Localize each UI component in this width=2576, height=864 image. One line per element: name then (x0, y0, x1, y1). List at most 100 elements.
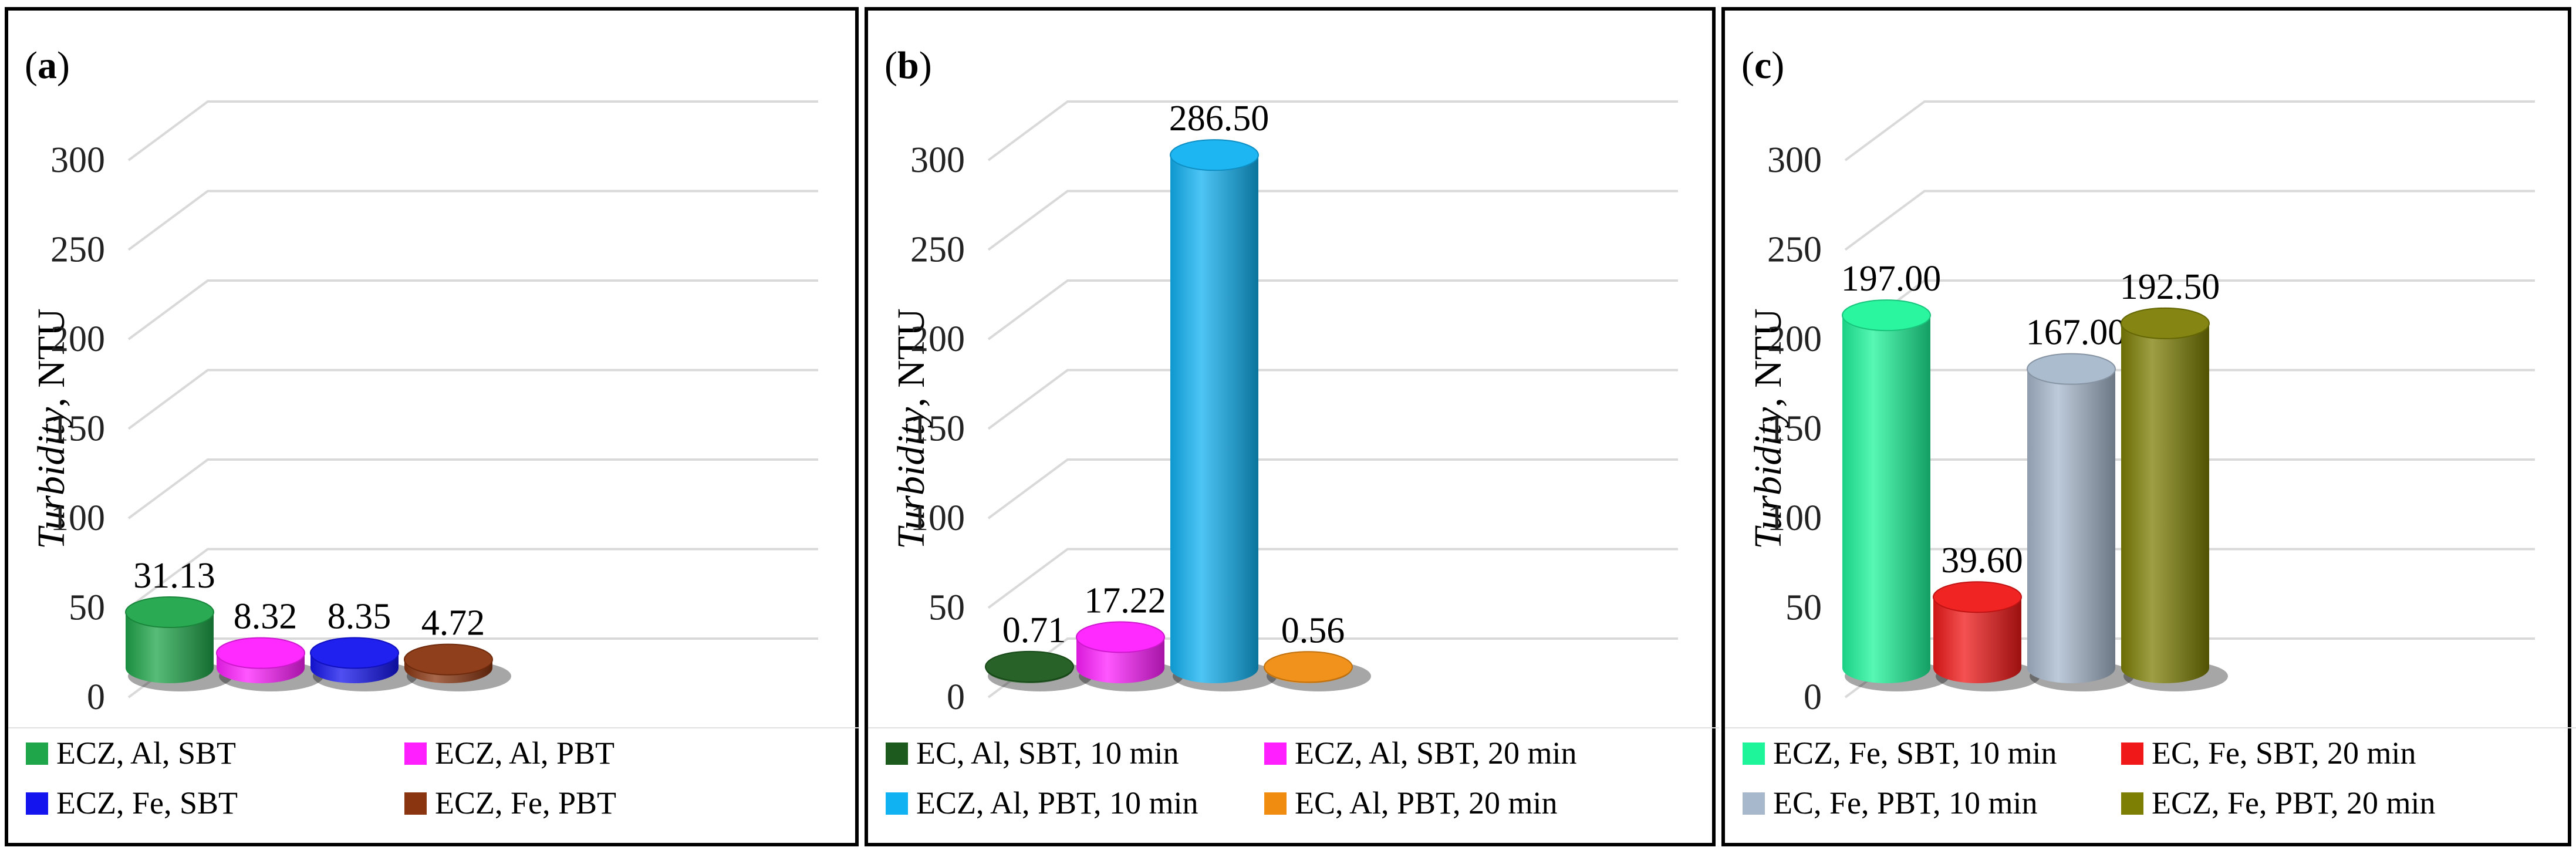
data-label-c-2: 167.00 (2026, 313, 2126, 353)
y-tick-label: 0 (947, 677, 965, 717)
bar-top-cap (2121, 307, 2210, 339)
legend-swatch (2121, 743, 2143, 765)
data-label-b-3: 0.56 (1281, 610, 1345, 650)
y-tick-label: 200 (50, 319, 105, 359)
legend-label: EC, Fe, SBT, 20 min (2152, 735, 2416, 771)
bar-c-0 (1842, 299, 1949, 691)
gridline (127, 458, 818, 519)
legend-item-c-2: EC, Fe, PBT, 10 min (1743, 785, 2038, 821)
gridline (987, 548, 1678, 609)
bar-b-1 (1076, 621, 1183, 691)
legend-swatch (1264, 792, 1287, 815)
y-tick-label: 300 (1767, 140, 1822, 180)
y-tick-label: 0 (87, 677, 105, 717)
bar-top-cap (985, 650, 1074, 683)
bar-b-2 (1170, 139, 1277, 691)
y-tick-label: 250 (910, 230, 965, 270)
gridline (987, 279, 1678, 340)
chart-b-svg: (b) Turbidity, NTU 0 50 100 150 200 250 300 0.71 1… (868, 44, 1719, 821)
chart-panel-a: (a) Turbidity, NTU 0 50 100 150 200 250 300 31.13… (5, 7, 859, 846)
y-tick-label: 100 (1767, 498, 1822, 538)
panel-label-c: (c) (1741, 44, 1784, 87)
legend-item-b-0: EC, Al, SBT, 10 min (886, 735, 1179, 771)
legend-label: ECZ, Al, SBT (56, 735, 236, 771)
gridline (987, 100, 1678, 161)
legend-swatch (1264, 743, 1287, 765)
y-tick-label: 50 (929, 588, 965, 628)
gridline (987, 369, 1678, 430)
legend-swatch (26, 792, 48, 815)
chart-c-svg: (c) Turbidity, NTU 0 50 100 150 200 250 300 197.0… (1725, 44, 2576, 821)
gridline (987, 190, 1678, 251)
gridline (1844, 190, 2535, 251)
legend-swatch (26, 743, 48, 765)
data-label-a-1: 8.32 (234, 597, 298, 637)
y-tick-label: 50 (1785, 588, 1822, 628)
y-axis-title-b: Turbidity, NTU (890, 308, 933, 549)
bar-body (1842, 315, 1930, 683)
bar-a-2 (310, 637, 417, 691)
gridline (127, 369, 818, 430)
panel-label-b: (b) (884, 44, 932, 87)
legend-swatch (2121, 792, 2143, 815)
y-tick-label: 150 (50, 409, 105, 449)
data-label-b-2: 286.50 (1169, 99, 1270, 139)
bar-c-3 (2121, 307, 2228, 691)
y-tick-label: 250 (50, 230, 105, 270)
y-axis-title-c: Turbidity, NTU (1747, 308, 1790, 549)
legend-label: ECZ, Fe, SBT (56, 785, 238, 821)
legend-item-a-3: ECZ, Fe, PBT (404, 785, 616, 821)
y-tick-label: 100 (50, 498, 105, 538)
bar-a-0 (125, 596, 232, 691)
gridline (1844, 100, 2535, 161)
data-label-b-0: 0.71 (1002, 610, 1066, 650)
y-tick-label: 200 (910, 319, 965, 359)
legend-label: ECZ, Fe, PBT (435, 785, 616, 821)
bar-top-cap (1842, 299, 1931, 332)
y-tick-label: 100 (910, 498, 965, 538)
bar-b-3 (1264, 651, 1371, 691)
legend-item-b-1: ECZ, Al, SBT, 20 min (1264, 735, 1577, 771)
legend-item-c-1: EC, Fe, SBT, 20 min (2121, 735, 2416, 771)
y-tick-label: 300 (910, 140, 965, 180)
legend-label: ECZ, Al, PBT, 10 min (916, 785, 1198, 821)
legend-item-b-3: EC, Al, PBT, 20 min (1264, 785, 1558, 821)
bar-top-cap (310, 637, 399, 669)
chart-panel-b: (b) Turbidity, NTU 0 50 100 150 200 250 300 0.71 1… (865, 7, 1719, 846)
legend-label: EC, Al, PBT, 20 min (1295, 785, 1558, 821)
legend-label: EC, Fe, PBT, 10 min (1773, 785, 2038, 821)
data-label-b-1: 17.22 (1084, 580, 1166, 620)
bar-top-cap (125, 596, 214, 629)
bar-a-1 (216, 637, 323, 691)
legend-label: EC, Al, SBT, 10 min (916, 735, 1179, 771)
legend-label: ECZ, Al, SBT, 20 min (1295, 735, 1577, 771)
bar-c-2 (2027, 353, 2134, 691)
bar-body (2121, 323, 2209, 683)
bar-top-cap (404, 643, 493, 676)
y-tick-label: 300 (50, 140, 105, 180)
data-label-a-2: 8.35 (328, 597, 391, 637)
legend-item-a-2: ECZ, Fe, SBT (26, 785, 238, 821)
chart-a-svg: (a) Turbidity, NTU 0 50 100 150 200 250 300 31.13… (8, 44, 859, 821)
chart-panel-c: (c) Turbidity, NTU 0 50 100 150 200 250 300 197.0… (1721, 7, 2576, 846)
bar-a-3 (404, 643, 511, 691)
legend-item-b-2: ECZ, Al, PBT, 10 min (886, 785, 1198, 821)
gridline (127, 279, 818, 340)
bar-c-1 (1933, 581, 2040, 691)
bar-top-cap (216, 637, 305, 669)
legend-swatch (1743, 743, 1765, 765)
y-tick-label: 0 (1804, 677, 1822, 717)
legend-item-c-3: ECZ, Fe, PBT, 20 min (2121, 785, 2436, 821)
data-label-a-0: 31.13 (133, 556, 215, 596)
y-tick-label: 250 (1767, 230, 1822, 270)
legend-swatch (404, 743, 427, 765)
bar-body (126, 612, 214, 683)
data-label-c-1: 39.60 (1941, 541, 2023, 580)
legend-swatch (1743, 792, 1765, 815)
bar-top-cap (1264, 651, 1353, 683)
data-label-c-0: 197.00 (1841, 259, 1942, 299)
y-tick-label: 150 (1767, 409, 1822, 449)
y-axis-title-a: Turbidity, NTU (30, 308, 73, 549)
data-label-a-3: 4.72 (421, 603, 485, 643)
y-tick-label: 150 (910, 409, 965, 449)
